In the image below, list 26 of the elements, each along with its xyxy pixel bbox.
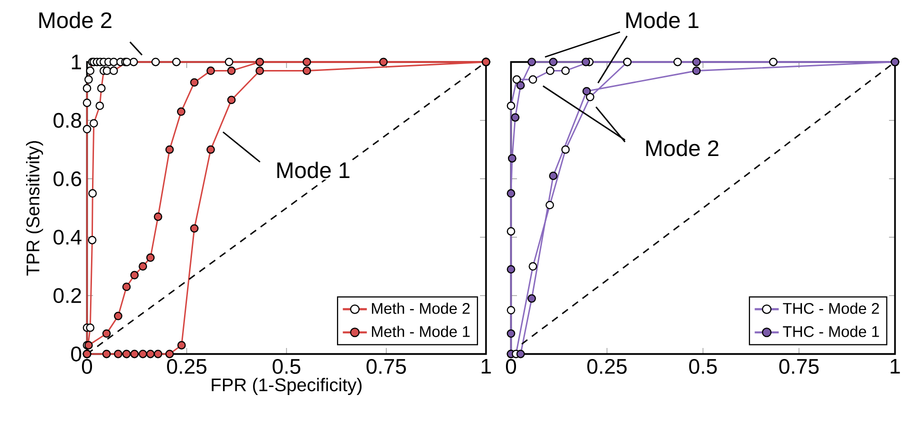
legend-label: Meth - Mode 2 — [372, 302, 470, 314]
x-tick-label: 0.25 — [167, 358, 206, 374]
x-tick-label: 0 — [506, 358, 516, 374]
x-tick-label: 1 — [890, 358, 900, 374]
legend-label: THC - Mode 1 — [782, 326, 879, 338]
x-tick-label: 0.75 — [779, 358, 819, 374]
annotation: Mode 2 — [646, 140, 718, 156]
legend-label: THC - Mode 2 — [782, 302, 879, 314]
y-axis-title: TPR (Sensitivity) — [26, 141, 44, 276]
y-tick-label: 0 — [71, 346, 82, 362]
text: Mode 1 — [626, 12, 698, 28]
x-axis-title: FPR (1-Specificity) — [212, 378, 362, 395]
y-tick-label: 0.2 — [54, 288, 81, 304]
x-tick-label: 0 — [82, 358, 92, 374]
x-tick-label: 0.5 — [272, 358, 300, 374]
x-tick-label: 0.75 — [366, 358, 406, 374]
y-tick-label: 0.4 — [54, 230, 82, 245]
y-tick-label: 1 — [72, 54, 82, 70]
x-tick-label: 0.25 — [587, 358, 627, 374]
y-tick-label: 0.6 — [54, 171, 82, 186]
x-tick-label: 1 — [482, 358, 491, 374]
x-tick-label: 0.5 — [689, 358, 717, 374]
text: Mode 2 — [39, 12, 112, 28]
annotation: Mode 1 — [277, 162, 350, 178]
legend-label: Meth - Mode 1 — [372, 326, 470, 338]
y-tick-label: 0.8 — [54, 112, 82, 128]
